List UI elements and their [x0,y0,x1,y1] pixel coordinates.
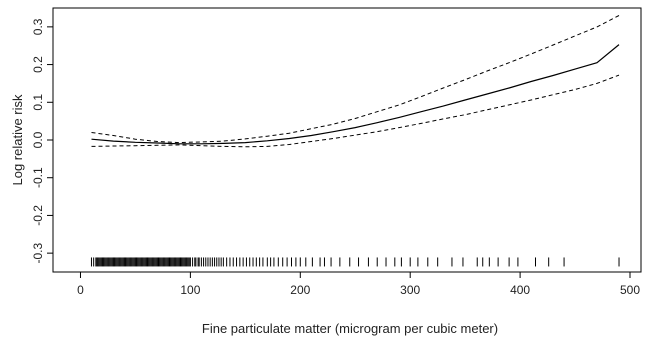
x-axis: 0 100 200 300 400 500 [77,272,640,297]
y-tick-label: 0.1 [31,94,45,111]
rug-plot [90,257,620,267]
x-tick-label: 200 [290,283,310,297]
estimate-line [91,44,620,145]
series-group [91,15,620,148]
x-tick-label: 100 [180,283,200,297]
x-axis-title: Fine particulate matter (microgram per c… [202,321,498,336]
confidence-band-line [91,74,620,148]
y-tick-label: -0.3 [31,242,45,263]
x-tick-label: 400 [510,283,530,297]
y-tick-label: -0.1 [31,167,45,188]
y-tick-label: 0.3 [31,18,45,35]
confidence-band-line [91,15,620,144]
y-tick-label: 0.2 [31,56,45,73]
x-tick-label: 0 [77,283,84,297]
y-axis: -0.3 -0.2 -0.1 0.0 0.1 0.2 0.3 [31,18,53,263]
y-tick-label: -0.2 [31,205,45,226]
x-tick-label: 500 [620,283,640,297]
y-tick-label: 0.0 [31,131,45,148]
y-axis-title: Log relative risk [10,94,25,186]
x-tick-label: 300 [400,283,420,297]
